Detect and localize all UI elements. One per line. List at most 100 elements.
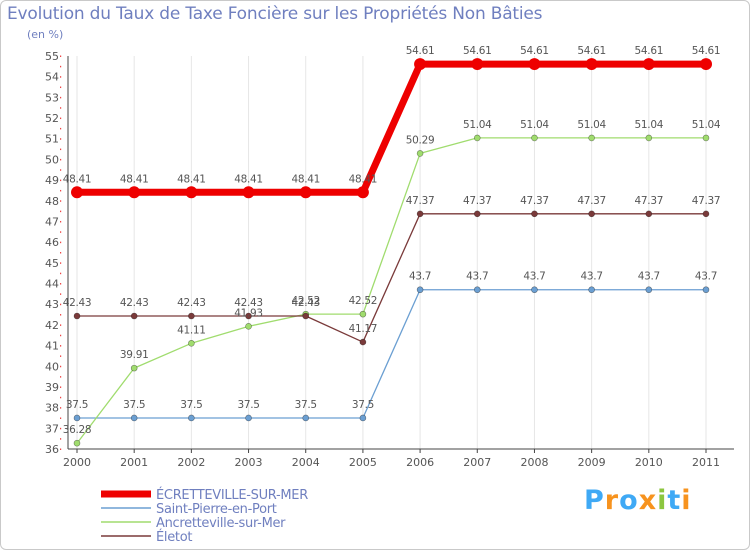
data-label: 51.04 <box>577 119 606 131</box>
data-label: 48.41 <box>234 173 263 185</box>
y-tick-label: 37 <box>45 422 59 435</box>
y-minor-tick <box>60 417 62 419</box>
data-label: 42.43 <box>291 297 320 309</box>
data-label: 50.29 <box>406 134 435 146</box>
x-tick-label: 2008 <box>520 456 548 469</box>
logo-letter: o <box>619 485 639 516</box>
data-point <box>302 414 310 422</box>
data-point <box>700 58 712 71</box>
data-point <box>128 186 141 199</box>
data-point <box>416 286 424 294</box>
data-point <box>588 286 595 294</box>
y-minor-tick <box>60 365 62 368</box>
y-tick-label: 54 <box>45 71 59 84</box>
y-minor-tick <box>60 345 62 347</box>
data-label: 48.41 <box>291 173 320 185</box>
data-label: 48.41 <box>349 173 378 185</box>
proxiti-logo: Proxiti <box>584 485 692 516</box>
y-tick-label: 53 <box>45 91 59 104</box>
data-point <box>302 312 310 320</box>
y-minor-tick <box>60 200 62 202</box>
data-label: 54.61 <box>692 45 721 57</box>
data-point <box>471 58 484 71</box>
y-minor-tick <box>60 107 62 109</box>
data-point <box>356 186 369 199</box>
y-minor-tick <box>60 96 62 99</box>
y-minor-tick <box>60 324 62 326</box>
logo-letter: x <box>638 485 658 516</box>
y-minor-tick <box>60 231 62 233</box>
y-minor-tick <box>60 303 62 306</box>
data-label: 42.43 <box>120 297 149 309</box>
data-point <box>359 310 367 318</box>
series-line <box>73 60 710 196</box>
data-label: 54.61 <box>577 45 606 57</box>
y-minor-tick <box>60 407 62 409</box>
y-minor-tick <box>60 65 62 68</box>
data-point <box>702 134 710 142</box>
data-point <box>71 186 83 199</box>
data-point <box>130 312 138 320</box>
y-minor-tick <box>60 396 62 399</box>
data-label: 47.37 <box>463 195 492 207</box>
data-label: 47.37 <box>520 195 549 207</box>
y-tick-label: 40 <box>45 360 59 373</box>
y-minor-tick <box>60 138 62 140</box>
data-point <box>188 312 195 320</box>
data-label: 42.43 <box>63 297 92 309</box>
x-tick-label: 2001 <box>120 456 148 469</box>
y-minor-tick <box>60 179 62 182</box>
y-minor-tick <box>60 86 62 89</box>
y-minor-tick <box>60 252 62 254</box>
data-label: 43.7 <box>638 271 660 283</box>
data-label: 41.17 <box>349 323 378 335</box>
data-label: 43.7 <box>581 271 603 283</box>
data-point <box>473 286 481 294</box>
data-label: 47.37 <box>635 195 664 207</box>
y-tick-label: 51 <box>45 133 59 146</box>
data-label: 48.41 <box>177 173 206 185</box>
y-tick-label: 42 <box>45 319 59 332</box>
legend-label: Saint-Pierre-en-Port <box>156 502 277 517</box>
data-point <box>416 210 424 218</box>
y-tick-label: 49 <box>45 174 59 187</box>
y-tick-label: 46 <box>45 236 59 249</box>
x-tick-label: 2005 <box>349 456 377 469</box>
data-label: 47.37 <box>406 195 435 207</box>
data-point <box>416 150 424 157</box>
data-point <box>245 312 252 320</box>
data-point <box>531 210 538 218</box>
logo-letter: i <box>681 485 692 516</box>
data-label: 48.41 <box>120 173 149 185</box>
data-label: 42.52 <box>349 295 378 307</box>
y-minor-tick <box>60 189 62 192</box>
y-minor-tick <box>60 262 62 264</box>
y-minor-tick <box>60 117 62 120</box>
x-tick-label: 2002 <box>177 456 205 469</box>
y-minor-tick <box>60 448 62 450</box>
data-point <box>130 364 138 372</box>
x-tick-label: 2010 <box>635 456 663 469</box>
series-line <box>76 289 707 419</box>
legend: ÉCRETTEVILLE-SUR-MERSaint-Pierre-en-Port… <box>101 487 309 545</box>
data-point <box>73 414 81 422</box>
data-label: 47.37 <box>692 195 721 207</box>
y-minor-tick <box>60 438 62 440</box>
y-tick-label: 39 <box>45 381 59 394</box>
y-tick-label: 47 <box>45 215 59 228</box>
data-label: 51.04 <box>692 119 721 131</box>
data-label: 41.93 <box>234 307 263 319</box>
y-minor-tick <box>60 283 62 285</box>
data-label: 37.5 <box>123 399 145 411</box>
data-label: 54.61 <box>406 45 435 57</box>
data-point <box>642 58 655 71</box>
data-label: 41.11 <box>177 324 206 336</box>
y-tick-label: 41 <box>45 340 59 353</box>
data-point <box>245 414 252 422</box>
y-tick-label: 44 <box>45 278 59 291</box>
y-tick-label: 36 <box>45 443 59 456</box>
data-point <box>188 340 195 347</box>
y-minor-tick <box>60 220 62 223</box>
